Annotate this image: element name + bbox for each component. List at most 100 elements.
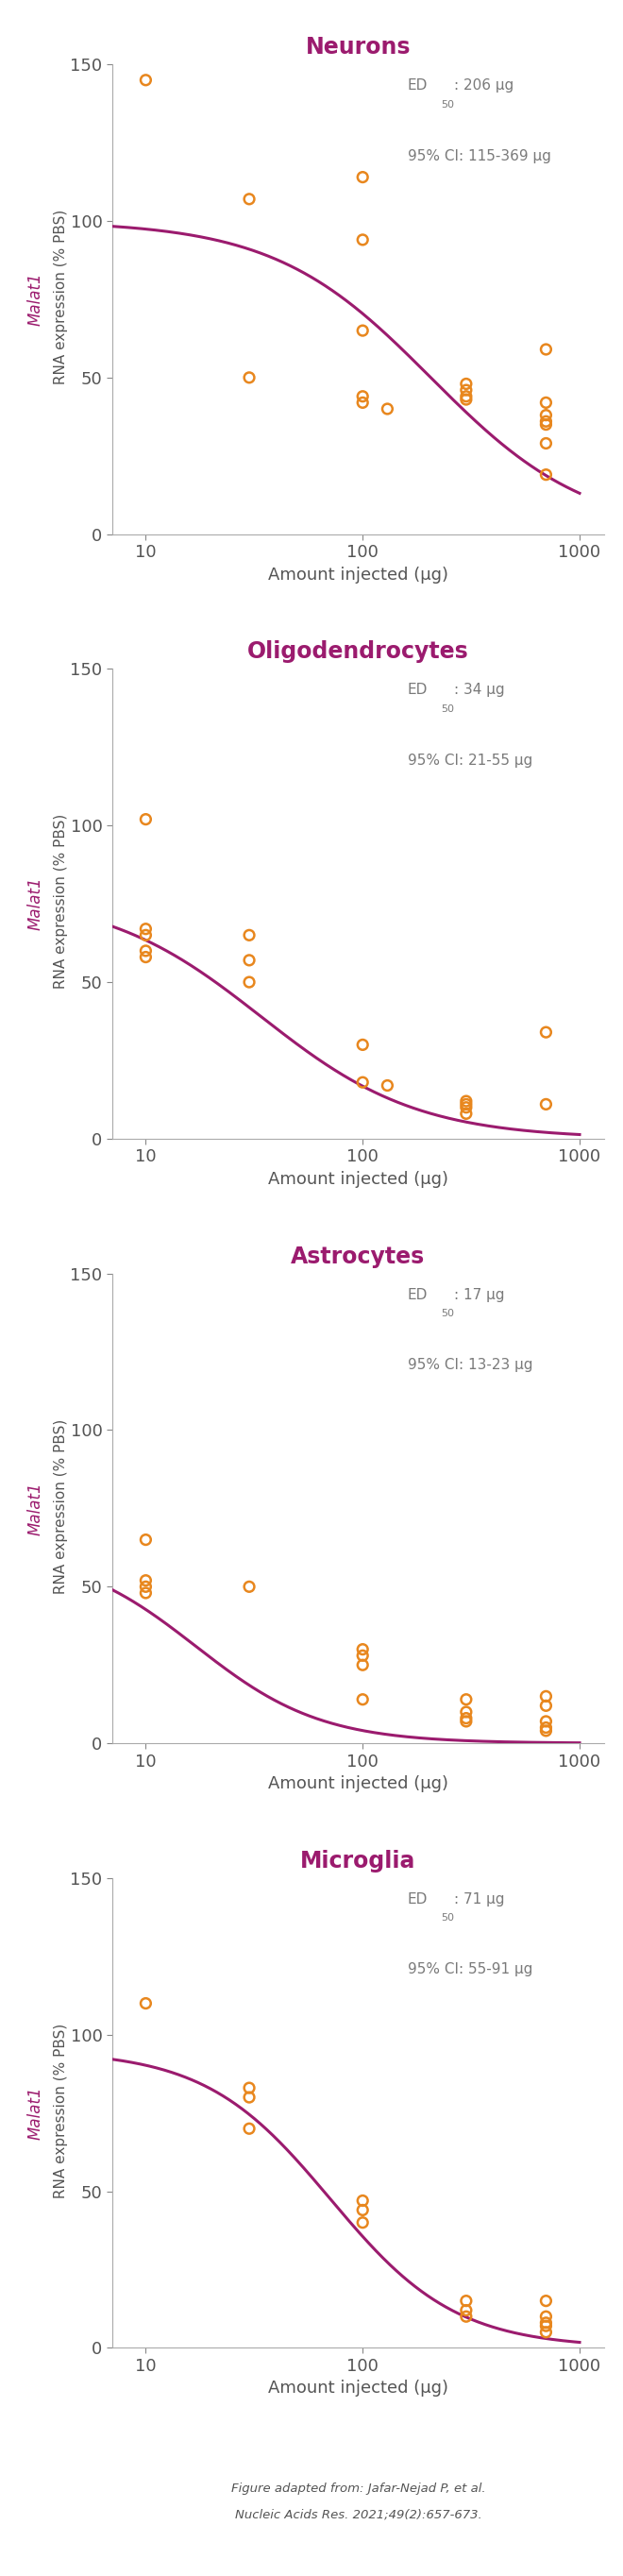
Point xyxy=(541,1708,551,1749)
Point xyxy=(358,1628,368,1669)
Text: 95% CI: 55-91 μg: 95% CI: 55-91 μg xyxy=(407,1963,533,1976)
Point xyxy=(383,389,392,430)
Point xyxy=(541,453,551,495)
Text: 50: 50 xyxy=(441,1914,454,1922)
Point xyxy=(461,368,471,410)
Point xyxy=(541,404,551,446)
Point xyxy=(244,2076,254,2117)
Point xyxy=(358,1643,368,1685)
Point xyxy=(358,2179,368,2221)
Text: Malat1: Malat1 xyxy=(27,876,44,930)
Point xyxy=(141,930,151,971)
Point xyxy=(141,1984,151,2025)
Text: 95% CI: 13-23 μg: 95% CI: 13-23 μg xyxy=(407,1358,533,1373)
Title: Microglia: Microglia xyxy=(300,1850,416,1873)
Text: RNA expression (% PBS): RNA expression (% PBS) xyxy=(54,814,67,994)
Point xyxy=(244,961,254,1002)
Point xyxy=(141,1520,151,1561)
Point xyxy=(141,938,151,979)
Point xyxy=(541,402,551,443)
Point xyxy=(461,1700,471,1741)
Point xyxy=(541,2303,551,2344)
Point xyxy=(541,1084,551,1126)
Point xyxy=(461,1680,471,1721)
Point xyxy=(461,2295,471,2336)
Text: Malat1: Malat1 xyxy=(27,2087,44,2141)
Text: 95% CI: 115-369 μg: 95% CI: 115-369 μg xyxy=(407,149,551,162)
Text: : 71 μg: : 71 μg xyxy=(454,1893,505,1906)
Text: : 34 μg: : 34 μg xyxy=(454,683,505,698)
Point xyxy=(244,1566,254,1607)
Point xyxy=(141,799,151,840)
Point xyxy=(141,1561,151,1602)
X-axis label: Amount injected (μg): Amount injected (μg) xyxy=(268,567,449,582)
Point xyxy=(244,178,254,219)
Point xyxy=(541,1700,551,1741)
Point xyxy=(461,376,471,417)
Point xyxy=(541,1677,551,1718)
Title: Neurons: Neurons xyxy=(306,36,411,59)
Title: Oligodendrocytes: Oligodendrocytes xyxy=(247,641,469,662)
Text: : 17 μg: : 17 μg xyxy=(454,1288,505,1301)
Point xyxy=(541,1012,551,1054)
Point xyxy=(461,1692,471,1734)
Point xyxy=(541,2306,551,2347)
Point xyxy=(244,940,254,981)
Text: 50: 50 xyxy=(441,1309,454,1319)
X-axis label: Amount injected (μg): Amount injected (μg) xyxy=(268,2380,449,2396)
Text: ED: ED xyxy=(407,683,427,698)
Text: Malat1: Malat1 xyxy=(27,1481,44,1535)
Point xyxy=(358,309,368,350)
Text: Malat1: Malat1 xyxy=(27,273,44,327)
Point xyxy=(541,2280,551,2321)
Point xyxy=(541,422,551,464)
Text: : 206 μg: : 206 μg xyxy=(454,77,514,93)
Text: RNA expression (% PBS): RNA expression (% PBS) xyxy=(54,1419,67,1597)
Point xyxy=(461,1084,471,1126)
Text: Nucleic Acids Res. 2021;49(2):657-673.: Nucleic Acids Res. 2021;49(2):657-673. xyxy=(235,2509,482,2522)
Point xyxy=(244,2107,254,2148)
Point xyxy=(461,2290,471,2331)
Text: ED: ED xyxy=(407,77,427,93)
Point xyxy=(141,909,151,951)
Point xyxy=(541,330,551,371)
Point xyxy=(461,1092,471,1133)
Point xyxy=(541,1685,551,1726)
Point xyxy=(358,1061,368,1103)
Point xyxy=(358,1636,368,1677)
Text: RNA expression (% PBS): RNA expression (% PBS) xyxy=(54,209,67,389)
Point xyxy=(541,394,551,435)
Point xyxy=(358,2190,368,2231)
Text: Figure adapted from: Jafar-Nejad P, et al.: Figure adapted from: Jafar-Nejad P, et a… xyxy=(231,2483,485,2496)
Point xyxy=(244,914,254,956)
Point xyxy=(358,219,368,260)
Point xyxy=(358,381,368,422)
Point xyxy=(461,1079,471,1121)
X-axis label: Amount injected (μg): Amount injected (μg) xyxy=(268,1170,449,1188)
X-axis label: Amount injected (μg): Amount injected (μg) xyxy=(268,1775,449,1793)
Point xyxy=(383,1064,392,1105)
Point xyxy=(358,157,368,198)
Point xyxy=(461,1698,471,1739)
Text: RNA expression (% PBS): RNA expression (% PBS) xyxy=(54,2022,67,2202)
Point xyxy=(244,2069,254,2110)
Point xyxy=(141,59,151,100)
Point xyxy=(461,379,471,420)
Point xyxy=(358,1025,368,1066)
Text: ED: ED xyxy=(407,1893,427,1906)
Point xyxy=(141,1566,151,1607)
Point xyxy=(541,2295,551,2336)
Point xyxy=(461,2280,471,2321)
Text: 50: 50 xyxy=(441,703,454,714)
Point xyxy=(358,1680,368,1721)
Point xyxy=(461,363,471,404)
Point xyxy=(358,376,368,417)
Text: 95% CI: 21-55 μg: 95% CI: 21-55 μg xyxy=(407,755,532,768)
Point xyxy=(244,358,254,399)
Title: Astrocytes: Astrocytes xyxy=(291,1244,426,1267)
Point xyxy=(141,1571,151,1613)
Point xyxy=(141,914,151,956)
Point xyxy=(461,1087,471,1128)
Point xyxy=(541,2311,551,2352)
Text: ED: ED xyxy=(407,1288,427,1301)
